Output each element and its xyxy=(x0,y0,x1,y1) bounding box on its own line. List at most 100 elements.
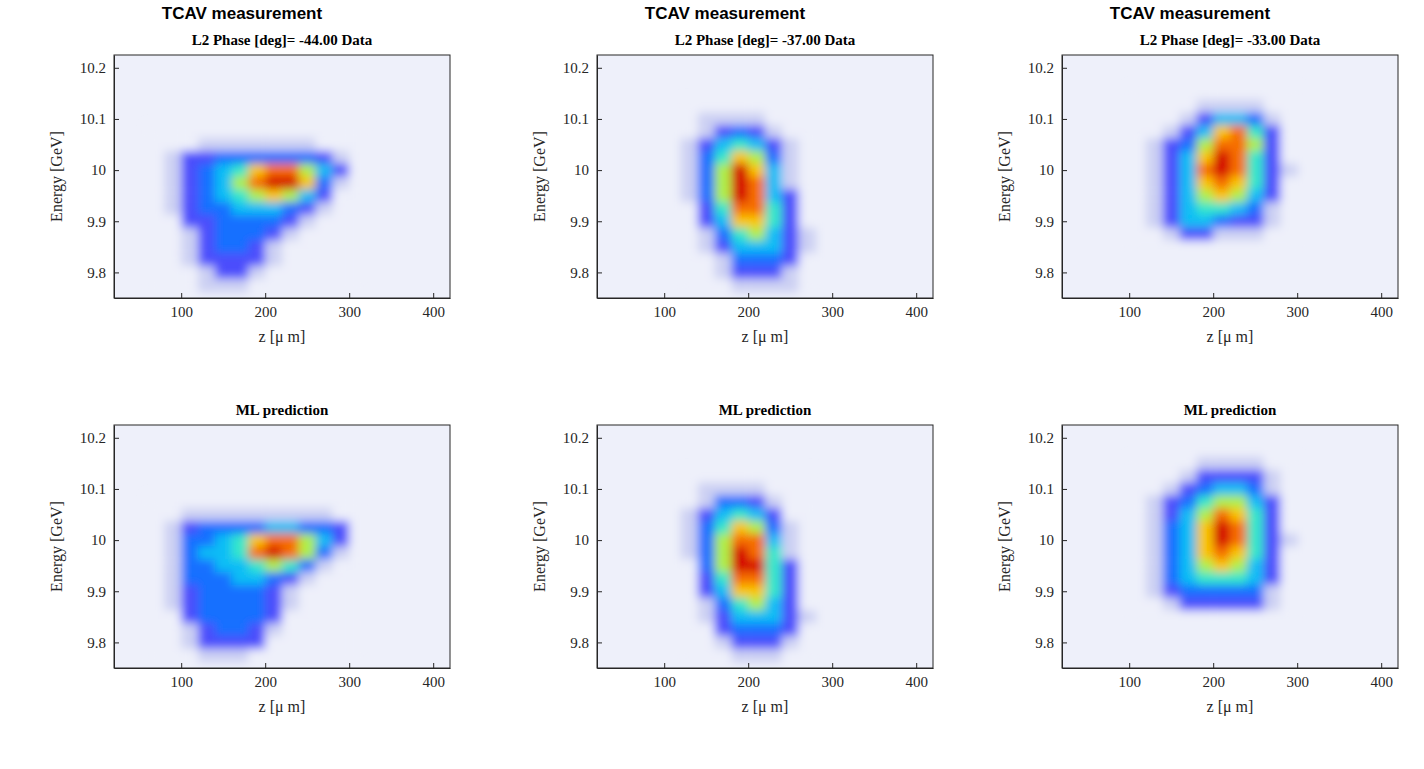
heatmap-cell xyxy=(731,495,748,508)
heatmap-cell xyxy=(265,266,282,279)
heatmap-cell xyxy=(198,649,215,662)
heatmap-cell xyxy=(765,508,782,521)
heatmap-cell xyxy=(1180,113,1197,126)
heatmap-cell xyxy=(164,266,181,279)
heatmap-cell xyxy=(765,177,782,190)
heatmap-cell xyxy=(765,279,782,292)
heatmap-cell xyxy=(681,177,698,190)
heatmap-cell xyxy=(698,559,715,572)
heatmap-cell xyxy=(248,585,265,598)
heatmap-cell xyxy=(782,202,799,215)
heatmap-cell xyxy=(316,649,333,662)
heatmap-cell xyxy=(265,559,282,572)
heatmap-cell xyxy=(799,470,816,483)
heatmap-cell xyxy=(715,559,732,572)
heatmap-cell xyxy=(731,177,748,190)
heatmap-cell xyxy=(1280,202,1297,215)
heatmap-cell xyxy=(198,215,215,228)
heatmap-cell xyxy=(1129,470,1146,483)
tick-mark xyxy=(597,272,602,273)
heatmap-cell xyxy=(765,521,782,534)
tick: 400 xyxy=(905,663,928,690)
heatmap-cell xyxy=(1196,598,1213,611)
heatmap-cell xyxy=(1264,125,1281,138)
heatmap-cells xyxy=(148,125,367,292)
heatmap-cell xyxy=(148,521,165,534)
heatmap-cell xyxy=(698,649,715,662)
heatmap-cell xyxy=(299,534,316,547)
heatmap-cell xyxy=(1247,610,1264,623)
tick-mark xyxy=(1213,293,1214,298)
heatmap-cell xyxy=(248,598,265,611)
heatmap-cell xyxy=(1247,164,1264,177)
heatmap-cell xyxy=(782,164,799,177)
tick-mark xyxy=(597,642,602,643)
heatmap-cell xyxy=(232,125,249,138)
heatmap-cell xyxy=(681,240,698,253)
panel: 1002003004009.89.91010.110.2z [μ m]Energ… xyxy=(996,402,1399,716)
heatmap-cell xyxy=(248,521,265,534)
heatmap-cell xyxy=(799,164,816,177)
heatmap-cell xyxy=(782,177,799,190)
tick-label: 10.2 xyxy=(80,60,106,76)
heatmap-cell xyxy=(1230,598,1247,611)
heatmap-cell xyxy=(1247,240,1264,253)
heatmap-cell xyxy=(731,138,748,151)
heatmap-cell xyxy=(765,483,782,496)
heatmap-cell xyxy=(715,215,732,228)
heatmap-cell xyxy=(282,610,299,623)
heatmap-cell xyxy=(1146,483,1163,496)
heatmap-cell xyxy=(715,623,732,636)
heatmap-cell xyxy=(1180,585,1197,598)
heatmap-cell xyxy=(681,266,698,279)
heatmap-cell xyxy=(748,279,765,292)
heatmap-cell xyxy=(316,610,333,623)
heatmap-cell xyxy=(332,534,349,547)
heatmap-cell xyxy=(232,598,249,611)
heatmap-cell xyxy=(181,598,198,611)
tick-mark xyxy=(181,663,182,668)
heatmap-cell xyxy=(1129,610,1146,623)
heatmap-cell xyxy=(799,125,816,138)
heatmap-cell xyxy=(1280,470,1297,483)
heatmap-cell xyxy=(299,151,316,164)
heatmap-cell xyxy=(1196,138,1213,151)
heatmap-cell xyxy=(316,266,333,279)
tick-label: 100 xyxy=(653,304,676,320)
heatmap-cell xyxy=(698,164,715,177)
heatmap-cell xyxy=(349,623,366,636)
heatmap-cell xyxy=(164,138,181,151)
heatmap-cell xyxy=(765,572,782,585)
heatmap-cell xyxy=(698,228,715,241)
heatmap-cell xyxy=(765,125,782,138)
tick-label: 9.9 xyxy=(570,214,589,230)
heatmap-cell xyxy=(265,508,282,521)
heatmap-cell xyxy=(748,151,765,164)
heatmap-cell xyxy=(681,636,698,649)
heatmap-cell xyxy=(1196,559,1213,572)
tick-label: 10 xyxy=(91,162,106,178)
heatmap-cell xyxy=(715,636,732,649)
tick: 10.2 xyxy=(80,60,119,76)
tick-mark xyxy=(832,293,833,298)
heatmap-cell xyxy=(265,215,282,228)
heatmap-cell xyxy=(731,623,748,636)
heatmap-cell xyxy=(1280,100,1297,113)
heatmap-cell xyxy=(1163,177,1180,190)
heatmap-cell xyxy=(349,279,366,292)
heatmap-cell xyxy=(316,202,333,215)
heatmap-cell xyxy=(215,164,232,177)
heatmap-cell xyxy=(248,495,265,508)
heatmap-cell xyxy=(148,598,165,611)
heatmap-cell xyxy=(1196,215,1213,228)
heatmap-cell xyxy=(1129,495,1146,508)
heatmap-cell xyxy=(248,534,265,547)
heatmap-cell xyxy=(349,253,366,266)
heatmap-cell xyxy=(198,559,215,572)
heatmap-cell xyxy=(1213,470,1230,483)
heatmap-cell xyxy=(715,483,732,496)
y-axis: 9.89.91010.110.2 xyxy=(80,426,119,669)
heatmap-cell xyxy=(1146,240,1163,253)
heatmap-cell xyxy=(316,177,333,190)
heatmap-cell xyxy=(1213,457,1230,470)
